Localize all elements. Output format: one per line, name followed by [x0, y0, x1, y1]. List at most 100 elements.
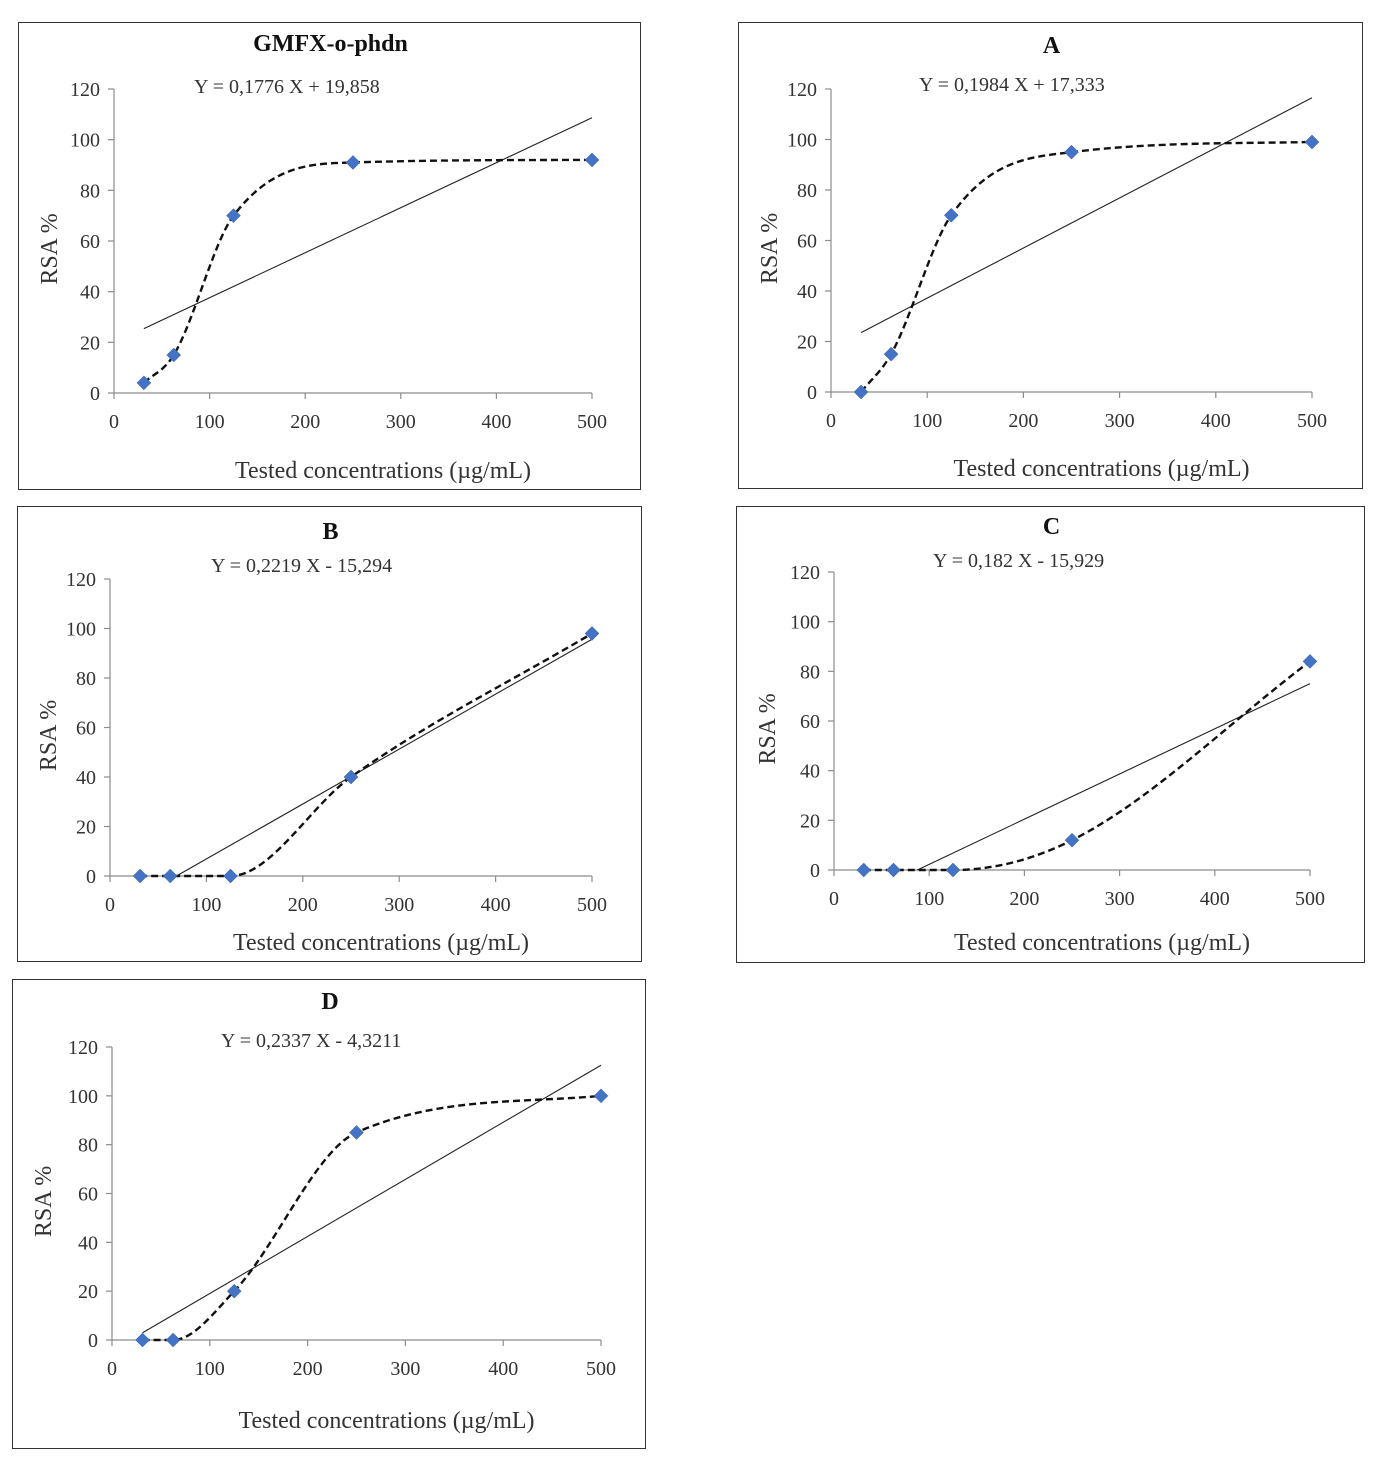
x-tick-label: 100: [195, 1358, 225, 1380]
data-point-marker: [132, 868, 148, 884]
linear-trendline: [142, 1064, 602, 1334]
data-point-marker: [943, 207, 959, 223]
y-tick-label: 0: [88, 1330, 98, 1352]
x-tick-label: 400: [481, 411, 511, 433]
data-point-marker: [349, 1125, 364, 1140]
data-point-marker: [856, 862, 872, 878]
y-tick-label: 40: [800, 761, 820, 783]
smoothed-data-curve: [860, 140, 1313, 393]
y-axis-label: RSA %: [36, 700, 62, 771]
chart-panel-a: A Y = 0,1984 X + 17,333 0 20 40 60 80 100 120 0 10…: [738, 22, 1363, 489]
y-tick-label: 120: [68, 1037, 98, 1059]
y-tick-label: 0: [810, 860, 820, 882]
data-point-marker: [343, 769, 359, 785]
y-tick-label: 20: [76, 817, 96, 839]
chart-panel-c: C Y = 0,182 X - 15,929 0 20 40 60 80 100 120 0 100…: [736, 506, 1365, 963]
linear-trendline: [143, 117, 593, 330]
y-tick-label: 60: [76, 718, 96, 740]
y-axis-label: RSA %: [757, 213, 783, 284]
smoothed-data-curve: [863, 660, 1311, 872]
y-tick-label: 20: [78, 1281, 98, 1303]
y-tick-label: 40: [80, 282, 100, 304]
chart-title: D: [321, 989, 338, 1015]
x-axis-label: Tested concentrations (µg/mL): [954, 930, 1250, 956]
data-point-marker: [1064, 832, 1080, 848]
data-point-marker: [226, 208, 241, 224]
x-tick-label: 0: [826, 410, 836, 432]
y-tick-label: 80: [80, 180, 100, 202]
y-tick-label: 20: [800, 810, 820, 832]
chart-svg: D Y = 0,2337 X - 4,3211 0 20 40 60 80 100 120 0 10…: [31, 989, 616, 1434]
y-tick-label: 100: [70, 130, 100, 152]
data-point-marker: [136, 375, 152, 391]
x-tick-label: 100: [914, 888, 944, 910]
chart-svg: C Y = 0,182 X - 15,929 0 20 40 60 80 100 120 0 100…: [755, 514, 1325, 956]
x-axis-label: Tested concentrations (µg/mL): [235, 458, 531, 484]
x-tick-label: 400: [1200, 888, 1230, 910]
chart-svg: B Y = 0,2219 X - 15,294 0 20 40 60 80 100 120 0 10…: [36, 519, 607, 956]
data-point-marker: [593, 1088, 609, 1104]
chart-panel-b: B Y = 0,2219 X - 15,294 0 20 40 60 80 100 120 0 10…: [17, 506, 642, 962]
x-tick-label: 500: [1297, 410, 1327, 432]
y-tick-label: 120: [70, 79, 100, 101]
y-axis-label: RSA %: [755, 693, 781, 764]
trendline-equation: Y = 0,2337 X - 4,3211: [221, 1030, 401, 1052]
x-tick-label: 400: [481, 894, 511, 916]
y-tick-label: 120: [787, 79, 817, 101]
y-tick-label: 80: [76, 668, 96, 690]
data-point-marker: [165, 1332, 181, 1348]
x-tick-label: 0: [109, 411, 119, 433]
data-point-marker: [886, 862, 901, 878]
chart-svg: GMFX-o-phdn Y = 0,1776 X + 19,858 0 20 40 60 8…: [37, 31, 607, 484]
trendline-equation: Y = 0,182 X - 15,929: [933, 550, 1104, 572]
linear-trendline: [917, 683, 1311, 871]
x-tick-label: 200: [1008, 410, 1038, 432]
y-tick-label: 100: [790, 612, 820, 634]
y-tick-label: 60: [78, 1184, 98, 1206]
x-tick-label: 200: [1009, 888, 1039, 910]
data-point-marker: [226, 1283, 242, 1299]
y-tick-label: 40: [76, 767, 96, 789]
data-point-marker: [853, 384, 869, 400]
x-tick-label: 300: [1105, 410, 1135, 432]
data-point-marker: [135, 1332, 150, 1348]
y-tick-label: 100: [66, 619, 96, 641]
chart-panel-gmfx-o-phdn: GMFX-o-phdn Y = 0,1776 X + 19,858 0 20 40 60 8…: [18, 22, 641, 490]
x-tick-label: 300: [386, 411, 416, 433]
linear-trendline: [860, 97, 1313, 334]
chart-title: GMFX-o-phdn: [253, 31, 408, 57]
x-tick-label: 0: [105, 894, 115, 916]
y-tick-label: 40: [78, 1232, 98, 1254]
smoothed-data-curve: [142, 1094, 602, 1342]
y-tick-label: 60: [800, 711, 820, 733]
trendline-equation: Y = 0,1776 X + 19,858: [194, 76, 380, 98]
data-point-marker: [166, 347, 182, 363]
y-tick-label: 120: [790, 562, 820, 584]
data-point-marker: [1304, 134, 1320, 150]
x-tick-label: 300: [384, 894, 414, 916]
y-tick-label: 20: [80, 332, 100, 354]
y-tick-label: 80: [797, 180, 817, 202]
y-tick-label: 0: [90, 383, 100, 405]
data-point-marker: [223, 868, 238, 884]
y-tick-label: 20: [797, 332, 817, 354]
chart-title: B: [322, 519, 338, 545]
x-tick-label: 500: [577, 894, 607, 916]
chart-panel-d: D Y = 0,2337 X - 4,3211 0 20 40 60 80 100 120 0 10…: [12, 979, 646, 1449]
x-tick-label: 200: [290, 411, 320, 433]
data-point-marker: [584, 626, 600, 641]
y-tick-label: 100: [787, 130, 817, 152]
x-tick-label: 200: [288, 894, 318, 916]
chart-title: A: [1043, 33, 1061, 59]
smoothed-data-curve: [143, 158, 593, 384]
y-axis-label: RSA %: [31, 1166, 57, 1237]
x-tick-label: 400: [1201, 410, 1231, 432]
x-tick-label: 500: [577, 411, 607, 433]
linear-trendline: [176, 638, 593, 877]
x-tick-label: 500: [1295, 888, 1325, 910]
data-point-marker: [883, 346, 899, 362]
y-axis-label: RSA %: [37, 213, 63, 284]
x-tick-label: 500: [586, 1358, 616, 1380]
chart-title: C: [1043, 514, 1060, 540]
data-point-marker: [1302, 654, 1318, 669]
